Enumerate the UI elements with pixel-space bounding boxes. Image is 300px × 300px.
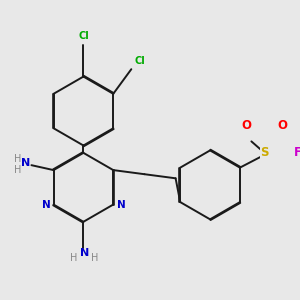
Text: H: H [14, 165, 21, 175]
Text: H: H [14, 154, 21, 164]
Text: N: N [42, 200, 50, 210]
Text: S: S [260, 146, 269, 159]
Text: H: H [70, 253, 77, 263]
Text: N: N [21, 158, 30, 168]
Text: Cl: Cl [78, 31, 89, 41]
Text: N: N [80, 248, 89, 258]
Text: N: N [116, 200, 125, 210]
Text: O: O [242, 119, 251, 132]
Text: H: H [91, 253, 99, 263]
Text: O: O [278, 119, 288, 132]
Text: F: F [294, 146, 300, 159]
Text: Cl: Cl [135, 56, 145, 66]
